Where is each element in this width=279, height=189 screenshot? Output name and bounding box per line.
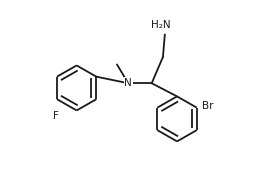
Text: N: N <box>124 78 132 88</box>
Text: F: F <box>53 111 59 121</box>
Text: Br: Br <box>202 101 214 111</box>
Text: H₂N: H₂N <box>151 20 171 30</box>
